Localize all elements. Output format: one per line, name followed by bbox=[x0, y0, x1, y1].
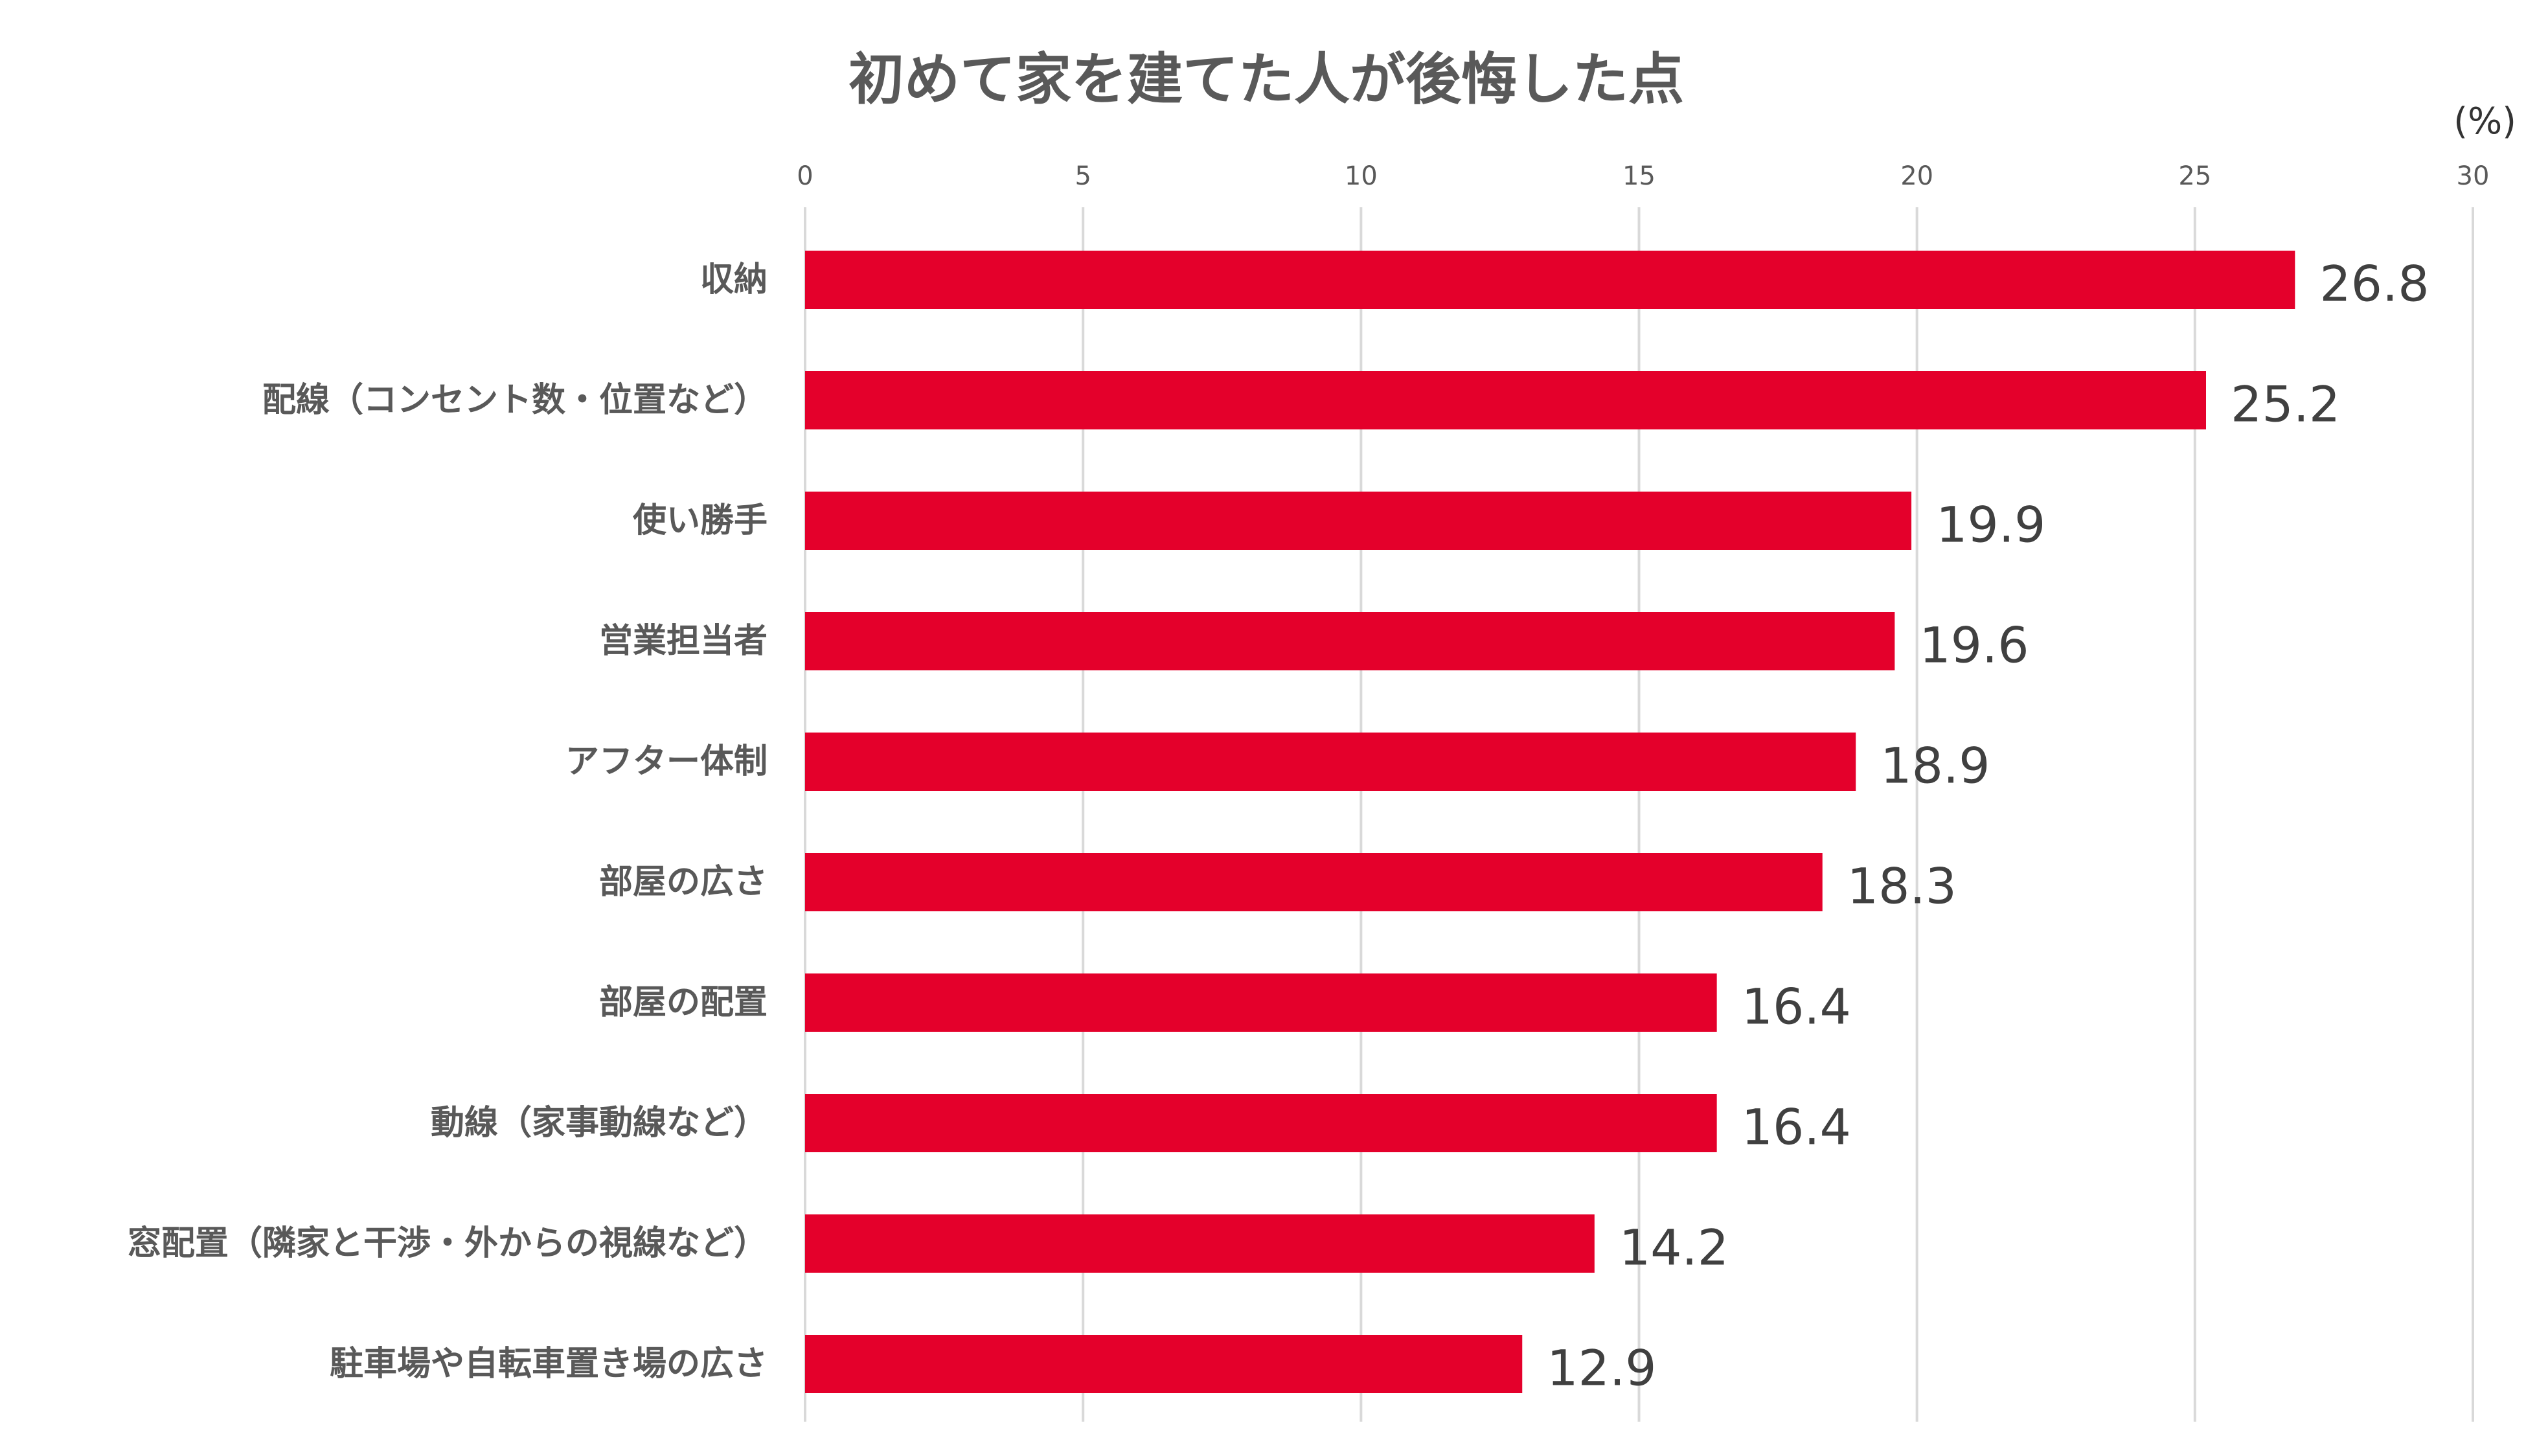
category-label: 部屋の広さ bbox=[599, 863, 768, 902]
data-label: 16.4 bbox=[1742, 1098, 1851, 1156]
data-label: 14.2 bbox=[1619, 1219, 1729, 1277]
category-label: 配線（コンセント数・位置など） bbox=[262, 381, 768, 420]
bar bbox=[805, 1335, 1523, 1393]
data-label: 16.4 bbox=[1742, 978, 1851, 1036]
bar bbox=[805, 973, 1717, 1032]
bar bbox=[805, 853, 1823, 911]
category-label: 営業担当者 bbox=[599, 622, 768, 661]
data-label: 18.3 bbox=[1847, 858, 1957, 915]
x-tick-label: 30 bbox=[2457, 161, 2490, 191]
data-label: 18.9 bbox=[1880, 737, 1990, 795]
category-label: アフター体制 bbox=[565, 742, 768, 781]
category-label: 部屋の配置 bbox=[599, 983, 768, 1022]
x-tick-label: 15 bbox=[1622, 161, 1656, 191]
chart-title: 初めて家を建てた人が後悔した点 bbox=[848, 47, 1684, 112]
x-tick-label: 10 bbox=[1345, 161, 1378, 191]
x-tick-label: 5 bbox=[1075, 161, 1091, 191]
bar bbox=[805, 1094, 1717, 1152]
unit-label: (%) bbox=[2453, 100, 2516, 142]
bar bbox=[805, 733, 1856, 791]
category-label: 駐車場や自転車置き場の広さ bbox=[330, 1345, 768, 1383]
bar bbox=[805, 612, 1895, 670]
bar bbox=[805, 492, 1912, 550]
x-tick-label: 20 bbox=[1900, 161, 1933, 191]
x-tick-label: 0 bbox=[797, 161, 813, 191]
category-label: 窓配置（隣家と干渉・外からの視線など） bbox=[128, 1224, 768, 1263]
data-label: 25.2 bbox=[2231, 376, 2340, 433]
data-label: 19.9 bbox=[1936, 496, 2045, 554]
category-label: 使い勝手 bbox=[632, 501, 768, 540]
bar bbox=[805, 371, 2206, 429]
value-labels: 26.8 25.2 19.9 19.6 18.9 18.3 16.4 16.4 14.2 12.9 bbox=[1547, 255, 2429, 1397]
data-label: 19.6 bbox=[1919, 617, 2029, 674]
bar bbox=[805, 1214, 1595, 1273]
data-label: 26.8 bbox=[2319, 255, 2429, 313]
x-axis-ticks: 0 5 10 15 20 25 30 bbox=[797, 161, 2489, 191]
bars bbox=[805, 251, 2295, 1393]
bar bbox=[805, 251, 2295, 309]
data-label: 12.9 bbox=[1547, 1339, 1656, 1397]
x-tick-label: 25 bbox=[2178, 161, 2211, 191]
category-label: 動線（家事動線など） bbox=[431, 1104, 768, 1143]
category-label: 収納 bbox=[700, 260, 768, 299]
